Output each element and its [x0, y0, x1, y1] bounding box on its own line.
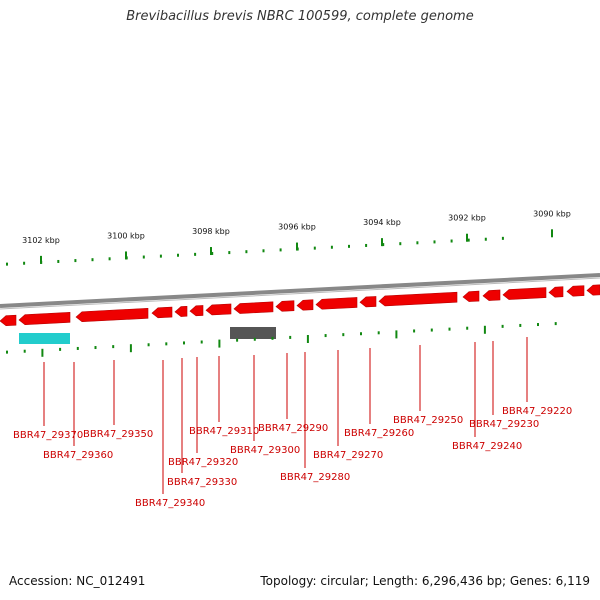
gene-label: BBR47_29330 — [167, 477, 237, 488]
gene-arrow — [0, 314, 17, 326]
kbp-label: 3096 kbp — [278, 223, 316, 232]
gene-arrow — [18, 312, 71, 326]
gene-arrow — [586, 284, 600, 296]
genome-backbone — [0, 273, 600, 308]
gene-arrow — [359, 296, 377, 308]
gene-label: BBR47_29360 — [43, 450, 113, 461]
gene-label: BBR47_29310 — [189, 426, 259, 437]
gene-label: BBR47_29320 — [168, 457, 238, 468]
kbp-label: 3098 kbp — [192, 227, 230, 236]
gene-arrow — [174, 305, 188, 317]
gene-label: BBR47_29370 — [13, 430, 83, 441]
gene-arrow — [548, 286, 564, 298]
kbp-label: 3094 kbp — [363, 218, 401, 227]
gene-label: BBR47_29280 — [280, 472, 350, 483]
rrna-feature — [19, 333, 70, 344]
gene-arrow — [296, 299, 314, 311]
gene-label: BBR47_29250 — [393, 415, 463, 426]
gene-label: BBR47_29240 — [452, 441, 522, 452]
genome-backbone-shadow — [0, 277, 600, 310]
gene-arrow — [275, 300, 295, 312]
gene-arrow — [205, 303, 232, 316]
gene-arrow — [75, 307, 149, 323]
genome-summary: Topology: circular; Length: 6,296,436 bp… — [260, 574, 590, 588]
gene-arrow — [151, 306, 173, 319]
genome-title: Brevibacillus brevis NBRC 100599, comple… — [126, 9, 474, 24]
gene-arrow — [502, 287, 547, 300]
gene-label: BBR47_29220 — [502, 406, 572, 417]
gene-label: BBR47_29300 — [230, 445, 300, 456]
gene-arrow — [315, 297, 358, 310]
gene-arrow — [566, 285, 585, 297]
gene-arrow — [378, 291, 458, 307]
kbp-label: 3100 kbp — [107, 231, 145, 240]
accession-text: Accession: NC_012491 — [9, 574, 146, 588]
gene-label: BBR47_29340 — [135, 498, 205, 509]
gene-label: BBR47_29230 — [469, 419, 539, 430]
gene-arrow — [233, 301, 274, 314]
kbp-label: 3102 kbp — [22, 236, 60, 245]
gene-arrow — [189, 305, 204, 317]
kbp-label: 3090 kbp — [533, 209, 571, 218]
gene-arrow — [482, 289, 501, 301]
kbp-label: 3092 kbp — [448, 214, 486, 223]
gene-label: BBR47_29270 — [313, 450, 383, 461]
gene-label: BBR47_29350 — [83, 429, 153, 440]
gene-arrow — [462, 290, 480, 302]
gene-label: BBR47_29290 — [258, 423, 328, 434]
pseudo-feature — [230, 327, 276, 339]
gene-label: BBR47_29260 — [344, 428, 414, 439]
